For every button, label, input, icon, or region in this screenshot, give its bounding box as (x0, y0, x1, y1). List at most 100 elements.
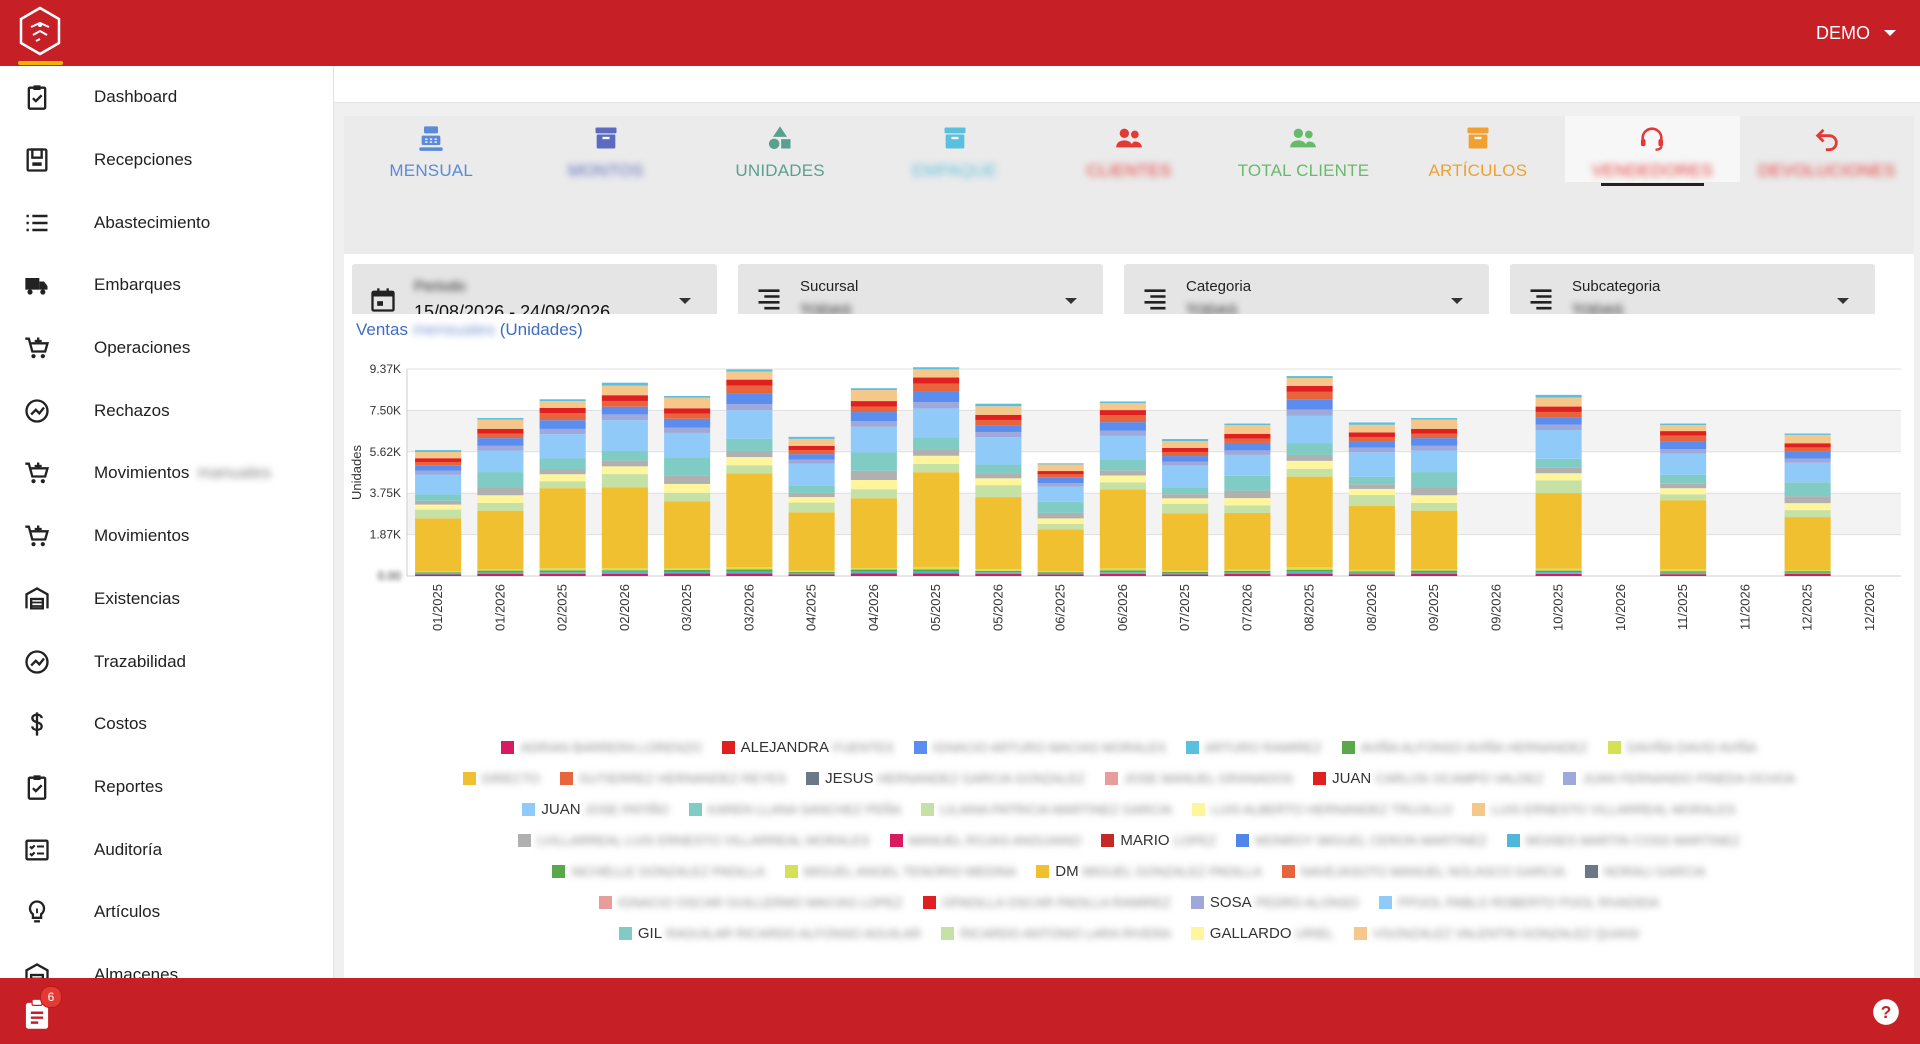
legend-item[interactable]: KAREN LLANA SANCHEZ PEÑA (688, 802, 901, 817)
tab-empaque[interactable]: EMPAQUE (867, 116, 1041, 182)
legend-item[interactable]: MONROY MIGUEL CERON MARTINEZ (1236, 833, 1487, 848)
legend-item[interactable]: PPOOL PABLO ROBERTO POOL RIVADIDA (1378, 895, 1659, 910)
tab-clientes[interactable]: CLIENTES (1042, 116, 1216, 182)
legend-item[interactable]: ARTURO RAMIREZ (1185, 740, 1322, 755)
dollar-icon (22, 709, 52, 739)
legend-label-hidden: NAVEJASOTO MANUEL NOLASCO GARCIA (1300, 864, 1565, 879)
checklist-icon (22, 835, 52, 865)
sidebar-item-reportes[interactable]: Reportes (0, 756, 333, 819)
sidebar-item-rechazos[interactable]: Rechazos (0, 379, 333, 442)
bar-segment (1535, 573, 1582, 576)
sidebar-item-label: Auditoría (94, 839, 163, 859)
bar-segment (1099, 568, 1146, 571)
bar-segment (788, 485, 835, 493)
legend-item[interactable]: OPADILLA OSCAR PADILLA RAMIREZ (922, 895, 1171, 910)
bar-segment (1099, 435, 1146, 460)
legend-item[interactable]: MOISES MARTIN COSS MARTINEZ (1506, 833, 1740, 848)
legend-item[interactable]: IGNACIO OSCAR GUILLERMO MACIAS LOPEZ (599, 895, 903, 910)
sidebar-item-movimientos[interactable]: Movimientos (0, 505, 333, 568)
bar-segment (601, 466, 648, 475)
tab-total-cliente[interactable]: TOTAL CLIENTE (1216, 116, 1390, 182)
legend-label-hidden: LILIANA PATRICIA MARTINEZ GARCIA (940, 802, 1173, 817)
legend-item[interactable]: MANUEL ROJAS ANGUIANO (889, 833, 1081, 848)
bar-segment (1224, 450, 1271, 455)
legend-item[interactable]: JUAN JOSE PATIÑO (522, 801, 669, 818)
sidebar-item-label: Artículos (94, 902, 161, 922)
tab-devoluciones[interactable]: DEVOLUCIONES (1740, 116, 1914, 182)
help-icon[interactable]: ? (1872, 998, 1900, 1026)
legend-label-hidden: CARLOS OCAMPO VALDEZ (1375, 771, 1544, 786)
sidebar-item-existencias[interactable]: Existencias (0, 568, 333, 631)
bar-segment (975, 431, 1022, 438)
chart-title-end: (Unidades) (499, 320, 583, 339)
legend-item[interactable]: JOSE MANUEL GRANADOS (1104, 771, 1293, 786)
clipboard-icon[interactable] (22, 998, 52, 1030)
tab-articulos[interactable]: ARTÍCULOS (1391, 116, 1565, 182)
legend-item[interactable]: MIGUEL ANGEL TENORIO MEDINA (784, 864, 1016, 879)
undo-icon (1812, 123, 1842, 153)
sidebar-item-movimientos-manuales[interactable]: Movimientos manuales (0, 442, 333, 505)
legend-item[interactable]: GALLARDO URIEL (1190, 925, 1334, 942)
sidebar-item-operaciones[interactable]: Operaciones (0, 317, 333, 380)
legend-item[interactable]: NORALI GARCIA (1584, 864, 1706, 879)
legend-item[interactable]: NICHELLE GONZALEZ PADILLA (552, 864, 765, 879)
legend-item[interactable]: LUIS ERNESTO VILLARREAL MORALES (1472, 802, 1736, 817)
legend-item[interactable]: GIL RAGUILAR RICARDO ALFONSO AGUILAR (618, 925, 921, 942)
bar-segment (850, 412, 897, 422)
bar-segment (1037, 474, 1084, 478)
legend-item[interactable]: VGONZALEZ VALENTIN GONZALEZ QUIASI (1353, 926, 1639, 941)
sidebar-item-auditoria[interactable]: Auditoría (0, 818, 333, 881)
bar-segment (1348, 571, 1395, 573)
legend-item[interactable]: DM MIGUEL GONZALEZ PADILLA (1036, 863, 1262, 880)
legend-item[interactable]: AVIÑA ALFONSO AVIÑA HERNANDEZ (1341, 740, 1588, 755)
bar-segment (1411, 450, 1458, 473)
sidebar-item-recepciones[interactable]: Recepciones (0, 129, 333, 192)
bar-segment (975, 497, 1022, 570)
legend-item[interactable]: GUTIERREZ HERNANDEZ REYES (559, 771, 786, 786)
legend-item[interactable]: ALEJANDRA FUENTES (721, 739, 894, 756)
sidebar-item-dashboard[interactable]: Dashboard (0, 66, 333, 129)
sidebar-item-trazabilidad[interactable]: Trazabilidad (0, 630, 333, 693)
bar-segment (1348, 569, 1395, 572)
sidebar-item-almacenes[interactable]: Almacenes (0, 944, 333, 978)
legend-item[interactable]: RICARDO ANTONIO LARA RIVERA (941, 926, 1171, 941)
sidebar-item-articulos[interactable]: Artículos (0, 881, 333, 944)
legend-row: DIRECTO GUTIERREZ HERNANDEZ REYES JESUS HER… (344, 763, 1914, 794)
user-menu[interactable]: DEMO (1816, 0, 1896, 66)
tab-unidades[interactable]: UNIDADES (693, 116, 867, 182)
bar-segment (1162, 487, 1209, 495)
bar-segment (664, 573, 711, 576)
legend-item[interactable]: JESUS HERNANDEZ GARCIA GONZALEZ (806, 770, 1085, 787)
legend-item[interactable]: NAVEJASOTO MANUEL NOLASCO GARCIA (1281, 864, 1565, 879)
sidebar-item-costos[interactable]: Costos (0, 693, 333, 756)
legend-item[interactable]: JUAN FERNANDO PINEDA OCHOA (1563, 771, 1795, 786)
bar-segment (415, 573, 462, 575)
x-tick-label: 04/2026 (866, 584, 881, 631)
app-logo-icon[interactable] (17, 5, 63, 57)
tab-mensual[interactable]: MENSUAL (344, 116, 518, 182)
legend-label-hidden: ARTURO RAMIREZ (1204, 740, 1322, 755)
legend-item[interactable]: JUAN CARLOS OCAMPO VALDEZ (1313, 770, 1543, 787)
bar-segment (1286, 399, 1333, 410)
bar-segment (1535, 429, 1582, 459)
legend-item[interactable]: DIRECTO (462, 771, 540, 786)
bar-segment (1535, 406, 1582, 412)
sidebar-item-embarques[interactable]: Embarques (0, 254, 333, 317)
legend-item[interactable]: LVILLARREAL LUIS ERNESTO VILLARREAL MORA… (518, 833, 870, 848)
bar-segment (913, 569, 960, 572)
cart-plus-icon (22, 521, 52, 551)
legend-item[interactable]: LILIANA PATRICIA MARTINEZ GARCIA (921, 802, 1172, 817)
sidebar-item-abastecimiento[interactable]: Abastecimiento (0, 191, 333, 254)
legend-item[interactable]: LUIS ALBERTO HERNANDEZ TRUJILLO (1192, 802, 1452, 817)
tab-bar: MENSUAL MONTOS UNIDADES EMPAQUE CLIENTES TOTA… (344, 116, 1914, 254)
tab-montos[interactable]: MONTOS (518, 116, 692, 182)
tab-vendedores[interactable]: VENDEDORES (1565, 116, 1740, 186)
legend-item[interactable]: MARIO LOPEZ (1101, 832, 1216, 849)
legend-item[interactable]: SOSA PEDRO ALONSO (1190, 894, 1359, 911)
legend-item[interactable]: IGNACIO ARTURO MACIAS MORALES (913, 740, 1166, 755)
y-axis-title: Unidades (349, 445, 364, 500)
bar-segment (1224, 505, 1271, 513)
legend-item[interactable]: DAVIÑA DAVID AVIÑA (1607, 740, 1757, 755)
legend-item[interactable]: ADRIAN BARRERA LORENZO (501, 740, 702, 755)
x-tick-label: 09/2026 (1488, 584, 1503, 631)
